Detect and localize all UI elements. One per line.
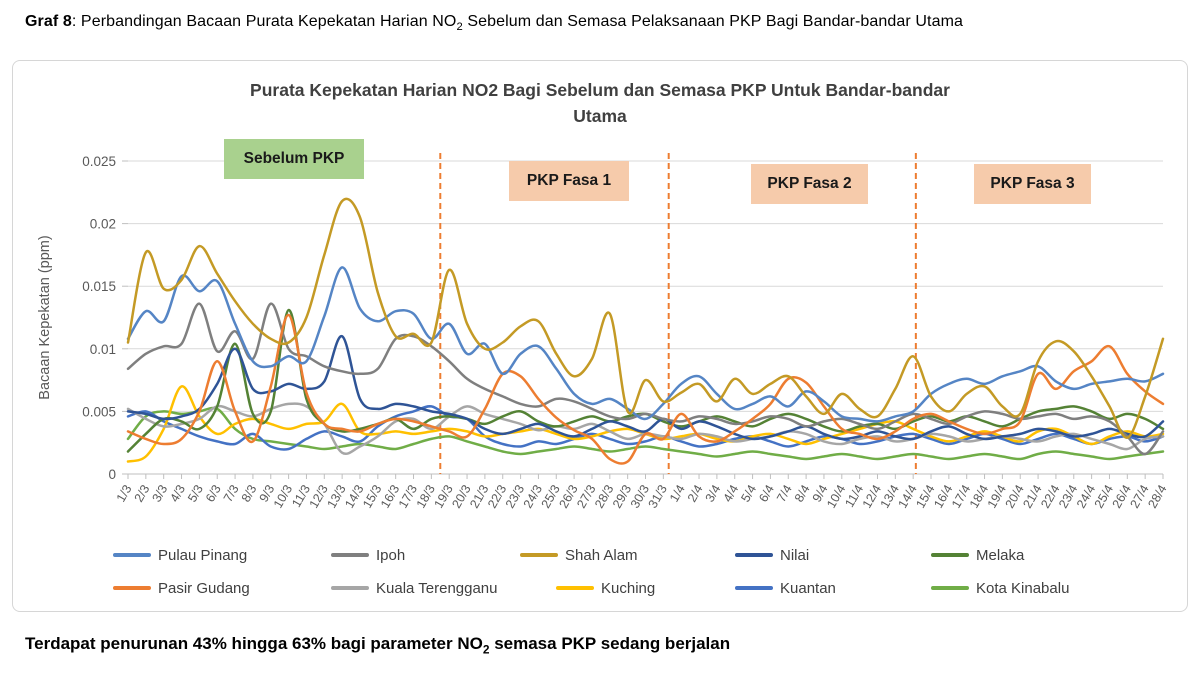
svg-text:6/3: 6/3 — [203, 482, 224, 504]
svg-text:0.02: 0.02 — [90, 217, 116, 232]
svg-text:6/4: 6/4 — [756, 482, 777, 504]
svg-text:25/3: 25/3 — [539, 482, 563, 510]
svg-text:17/3: 17/3 — [396, 482, 420, 510]
svg-text:15/3: 15/3 — [360, 482, 384, 510]
phase-box-pkp-fasa-1: PKP Fasa 1 — [509, 161, 629, 201]
svg-text:22/4: 22/4 — [1038, 482, 1062, 510]
svg-text:27/3: 27/3 — [574, 482, 598, 510]
svg-text:31/3: 31/3 — [646, 482, 670, 510]
svg-text:7/3: 7/3 — [221, 482, 242, 504]
svg-text:14/4: 14/4 — [895, 482, 919, 510]
svg-text:0.015: 0.015 — [82, 279, 116, 294]
svg-text:4/3: 4/3 — [167, 482, 188, 504]
series-line-pulau-pinang — [126, 266, 1165, 423]
svg-text:28/4: 28/4 — [1145, 482, 1169, 510]
svg-text:15/4: 15/4 — [913, 482, 937, 510]
series-line-shah-alam — [126, 197, 1165, 439]
no2-line-chart: 00.0050.010.0150.020.0251/32/33/34/35/36… — [37, 153, 1170, 511]
svg-text:4/4: 4/4 — [721, 482, 742, 504]
svg-text:19/3: 19/3 — [432, 482, 456, 510]
svg-text:29/3: 29/3 — [610, 482, 634, 510]
phase-box-pkp-fasa-3: PKP Fasa 3 — [974, 164, 1091, 204]
svg-text:13/4: 13/4 — [878, 482, 902, 510]
svg-text:28/3: 28/3 — [592, 482, 616, 510]
chart-title-line1: Purata Kepekatan Harian NO2 Bagi Sebelum… — [250, 80, 950, 100]
svg-text:Bacaan Kepekatan (ppm): Bacaan Kepekatan (ppm) — [37, 235, 53, 399]
series-line-pasir-gudang — [126, 313, 1165, 465]
series-line-kuantan — [126, 405, 1165, 451]
chart-title: Purata Kepekatan Harian NO2 Bagi Sebelum… — [13, 77, 1187, 129]
svg-text:3/3: 3/3 — [149, 482, 170, 504]
svg-text:24/3: 24/3 — [521, 482, 545, 510]
page-title-subscript: 2 — [456, 21, 463, 34]
page-title-mid: : Perbandingan Bacaan Purata Kepekatan H… — [71, 13, 457, 30]
svg-text:8/4: 8/4 — [792, 482, 813, 504]
svg-text:20/3: 20/3 — [449, 482, 473, 510]
svg-text:1/3: 1/3 — [114, 482, 135, 504]
svg-text:5/3: 5/3 — [185, 482, 206, 504]
svg-text:18/3: 18/3 — [414, 482, 438, 510]
svg-text:20/4: 20/4 — [1003, 482, 1027, 510]
svg-text:17/4: 17/4 — [949, 482, 973, 510]
svg-text:0: 0 — [108, 467, 116, 482]
svg-text:1/4: 1/4 — [667, 482, 688, 504]
svg-text:0.005: 0.005 — [82, 404, 116, 419]
svg-text:30/3: 30/3 — [628, 482, 652, 510]
svg-text:25/4: 25/4 — [1092, 482, 1116, 510]
svg-text:18/4: 18/4 — [967, 482, 991, 510]
svg-text:23/3: 23/3 — [503, 482, 527, 510]
footer-note-pre: Terdapat penurunan 43% hingga 63% bagi p… — [25, 634, 483, 653]
chart-title-line2: Utama — [573, 106, 627, 126]
footer-note-tail: semasa PKP sedang berjalan — [489, 634, 731, 653]
svg-text:10/4: 10/4 — [824, 482, 848, 510]
svg-text:3/4: 3/4 — [703, 482, 724, 504]
svg-text:24/4: 24/4 — [1074, 482, 1098, 510]
svg-text:13/3: 13/3 — [324, 482, 348, 510]
svg-text:27/4: 27/4 — [1127, 482, 1151, 510]
svg-text:21/3: 21/3 — [467, 482, 491, 510]
footer-note-subscript: 2 — [482, 642, 490, 657]
svg-text:8/3: 8/3 — [239, 482, 260, 504]
svg-text:2/3: 2/3 — [132, 482, 153, 504]
svg-text:7/4: 7/4 — [774, 482, 795, 504]
svg-text:16/3: 16/3 — [378, 482, 402, 510]
svg-text:16/4: 16/4 — [931, 482, 955, 510]
series-line-kota-kinabalu — [126, 406, 1165, 461]
phase-box-pkp-fasa-2: PKP Fasa 2 — [751, 164, 868, 204]
svg-text:0.01: 0.01 — [90, 342, 116, 357]
svg-text:23/4: 23/4 — [1056, 482, 1080, 510]
svg-text:26/4: 26/4 — [1110, 482, 1134, 510]
svg-text:5/4: 5/4 — [738, 482, 759, 504]
svg-text:26/3: 26/3 — [556, 482, 580, 510]
svg-text:21/4: 21/4 — [1020, 482, 1044, 510]
svg-text:22/3: 22/3 — [485, 482, 509, 510]
svg-text:12/4: 12/4 — [860, 482, 884, 510]
chart-frame: 0 0.005 0.01 0.015 0.02 0.025 1/3 2/3 3/3 4/3 5/3 6… — [12, 60, 1188, 612]
svg-text:2/4: 2/4 — [685, 482, 706, 504]
series-line-nilai — [126, 335, 1165, 441]
series-line-ipoh — [126, 302, 1165, 456]
page-title-prefix: Graf 8 — [25, 13, 72, 30]
svg-text:14/3: 14/3 — [342, 482, 366, 510]
svg-text:12/3: 12/3 — [307, 482, 331, 510]
svg-text:19/4: 19/4 — [985, 482, 1009, 510]
svg-text:0.025: 0.025 — [82, 154, 116, 169]
page-title-tail: Sebelum dan Semasa Pelaksanaan PKP Bagi … — [462, 13, 964, 30]
svg-text:10/3: 10/3 — [271, 482, 295, 510]
footer-note: Terdapat penurunan 43% hingga 63% bagi p… — [25, 634, 1175, 656]
page-title: Graf 8: Perbandingan Bacaan Purata Kepek… — [25, 13, 1185, 33]
phase-box-sebelum-pkp: Sebelum PKP — [224, 139, 364, 179]
